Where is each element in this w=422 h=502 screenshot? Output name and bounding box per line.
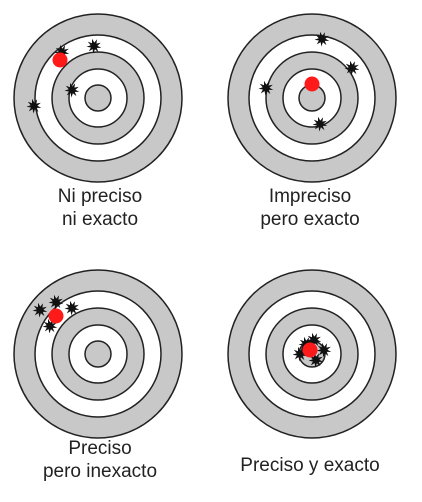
shot-mark-4 <box>42 318 58 334</box>
shot-mark-2 <box>344 60 360 76</box>
shot-mark-3 <box>26 98 42 114</box>
caption-line-1: Preciso y exacto <box>240 455 380 476</box>
caption-imprecise-accurate: Impreciso pero exacto <box>210 185 410 231</box>
caption-precise-accurate: Preciso y exacto <box>210 454 410 477</box>
caption-line-2: pero inexacto <box>42 461 158 482</box>
caption-line-2: ni exacto <box>61 209 139 230</box>
shot-mark-3 <box>64 300 80 316</box>
caption-neither: Ni preciso ni exacto <box>0 185 200 231</box>
caption-precise-inaccurate: Preciso pero inexacto <box>0 437 200 483</box>
average-point-marker <box>304 76 320 92</box>
target-precise-inaccurate <box>13 269 183 439</box>
caption-line-1: Ni preciso <box>57 186 143 207</box>
shot-mark-1 <box>86 38 102 54</box>
target-imprecise-accurate <box>227 13 397 183</box>
shot-mark-1 <box>314 31 330 47</box>
shot-mark-1 <box>32 302 48 318</box>
shot-mark-2 <box>64 82 80 98</box>
average-point-marker <box>48 308 64 324</box>
target-precise-accurate <box>227 269 397 439</box>
shot-mark-4 <box>308 352 324 368</box>
ring-5 <box>84 340 112 368</box>
ring-5 <box>84 84 112 112</box>
shot-mark-4 <box>312 116 328 132</box>
shot-mark-3 <box>316 342 332 358</box>
shot-mark-2 <box>48 294 64 310</box>
shot-mark-3 <box>258 80 274 96</box>
target-neither <box>13 13 183 183</box>
shot-mark-1 <box>292 346 308 362</box>
average-point-marker <box>302 342 318 358</box>
caption-line-1: Preciso <box>68 438 132 459</box>
caption-line-1: Impreciso <box>268 186 352 207</box>
average-point-marker <box>52 52 68 68</box>
caption-line-2: pero exacto <box>260 209 360 230</box>
